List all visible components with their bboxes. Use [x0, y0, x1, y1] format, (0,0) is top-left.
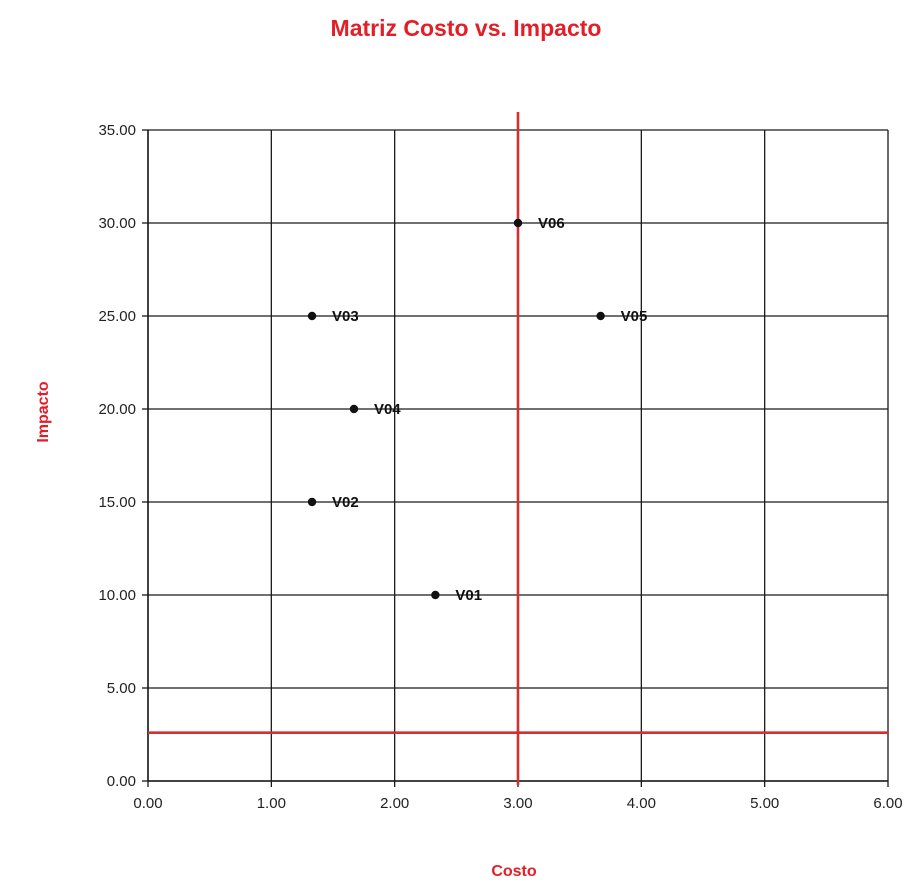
data-point-v04 [349, 404, 359, 414]
y-tick-label: 0.00 [107, 773, 136, 790]
x-tick-label: 1.00 [257, 795, 286, 812]
y-axis-title: Impacto [35, 381, 52, 443]
data-label-v04: V04 [374, 401, 401, 418]
x-tick-label: 5.00 [750, 795, 779, 812]
y-tick-label: 30.00 [98, 215, 136, 232]
y-tick-label: 15.00 [98, 494, 136, 511]
axes: 0.00 1.00 2.00 3.00 4.00 5.00 6.00 0.00 5.00 10.0… [98, 122, 902, 812]
y-tick-label: 10.00 [98, 587, 136, 604]
data-label-v05: V05 [621, 308, 648, 325]
x-tick-label: 4.00 [627, 795, 656, 812]
x-tick-label: 3.00 [503, 795, 532, 812]
x-tick-label: 2.00 [380, 795, 409, 812]
y-tick-label: 25.00 [98, 308, 136, 325]
data-label-v03: V03 [332, 308, 359, 325]
y-tick-label: 5.00 [107, 680, 136, 697]
chart-title: Matriz Costo vs. Impacto [331, 15, 602, 41]
data-label-v01: V01 [455, 587, 482, 604]
data-point-v03 [307, 311, 317, 321]
data-label-v06: V06 [538, 215, 565, 232]
x-axis-title: Costo [491, 863, 537, 880]
data-point-v02 [307, 497, 317, 507]
data-point-v06 [513, 218, 523, 228]
x-tick-label: 6.00 [873, 795, 902, 812]
data-label-v02: V02 [332, 494, 359, 511]
y-tick-label: 20.00 [98, 401, 136, 418]
y-tick-label: 35.00 [98, 122, 136, 139]
data-point-v05 [596, 311, 605, 321]
reference-lines [148, 112, 888, 785]
x-tick-label: 0.00 [133, 795, 162, 812]
data-point-v01 [431, 590, 440, 600]
data-points: V01 V02 V03 V04 V05 V06 [307, 215, 648, 604]
